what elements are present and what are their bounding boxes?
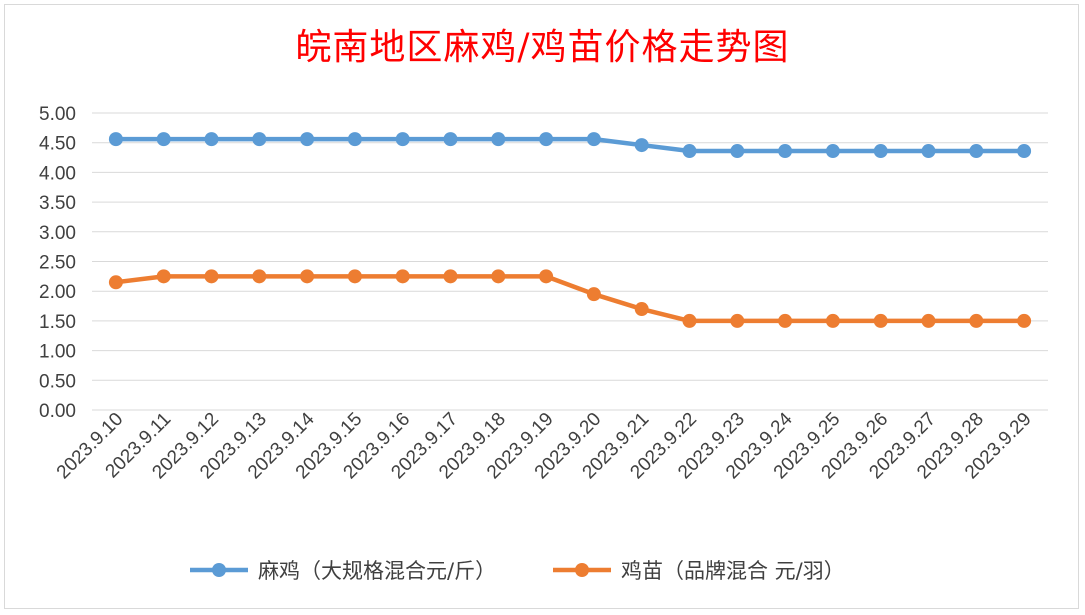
data-point-series-1 (300, 132, 315, 147)
data-point-series-1 (395, 132, 410, 147)
data-point-series-1 (156, 132, 171, 147)
y-tick-label: 5.00 (39, 104, 76, 125)
data-point-series-1 (252, 132, 267, 147)
data-point-series-1 (1017, 144, 1032, 159)
y-tick-label: 2.50 (39, 253, 76, 274)
data-point-series-2 (634, 302, 649, 317)
legend-marker-1 (212, 563, 226, 577)
data-point-series-1 (491, 132, 506, 147)
data-point-series-1 (108, 132, 123, 147)
data-point-series-2 (443, 269, 458, 284)
data-point-series-2 (682, 313, 697, 328)
chart-frame (4, 4, 1079, 609)
y-tick-label: 1.50 (39, 312, 76, 333)
data-point-series-2 (491, 269, 506, 284)
data-point-series-1 (539, 132, 554, 147)
legend-label-1: 麻鸡（大规格混合元/斤） (258, 559, 496, 583)
data-point-series-2 (156, 269, 171, 284)
data-point-series-2 (873, 313, 888, 328)
gridlines (92, 112, 1048, 411)
data-point-series-1 (921, 144, 936, 159)
data-point-series-2 (252, 269, 267, 284)
data-point-series-2 (969, 313, 984, 328)
data-point-series-2 (730, 313, 745, 328)
data-point-series-2 (586, 287, 601, 302)
data-point-series-1 (204, 132, 219, 147)
series-line-2 (115, 274, 1025, 324)
y-tick-label: 4.50 (39, 134, 76, 155)
y-tick-label: 3.50 (39, 193, 76, 214)
data-point-series-1 (873, 144, 888, 159)
data-point-series-2 (539, 269, 554, 284)
data-point-series-1 (730, 144, 745, 159)
legend-marker-2 (575, 563, 589, 577)
data-point-series-2 (1017, 313, 1032, 328)
data-point-series-1 (825, 144, 840, 159)
data-point-series-1 (347, 132, 362, 147)
y-tick-label: 2.00 (39, 282, 76, 303)
data-point-series-2 (921, 313, 936, 328)
data-point-series-2 (347, 269, 362, 284)
data-point-series-2 (300, 269, 315, 284)
y-tick-label: 1.00 (39, 342, 76, 363)
y-tick-label: 4.00 (39, 163, 76, 184)
data-point-series-1 (969, 144, 984, 159)
series-layer (108, 132, 1032, 328)
data-point-series-2 (108, 275, 123, 290)
legend: 麻鸡（大规格混合元/斤） 鸡苗（品牌混合 元/羽） (190, 559, 845, 583)
y-tick-label: 0.50 (39, 371, 76, 392)
data-point-series-1 (634, 138, 649, 153)
y-axis-ticks: 5.00 4.50 4.00 3.50 3.00 2.50 2.00 1.50 1.00 0.50… (39, 104, 76, 422)
data-point-series-1 (778, 144, 793, 159)
data-point-series-1 (586, 132, 601, 147)
y-tick-label: 3.00 (39, 223, 76, 244)
x-axis-ticks: 2023.9.102023.9.112023.9.122023.9.132023… (53, 408, 1036, 483)
data-point-series-2 (204, 269, 219, 284)
legend-label-2: 鸡苗（品牌混合 元/羽） (621, 559, 845, 583)
y-tick-label: 0.00 (39, 401, 76, 422)
data-point-series-2 (395, 269, 410, 284)
data-point-series-2 (825, 313, 840, 328)
data-point-series-2 (778, 313, 793, 328)
data-point-series-1 (682, 144, 697, 159)
series-line-1 (115, 136, 1025, 154)
data-point-series-1 (443, 132, 458, 147)
chart-title: 皖南地区麻鸡/鸡苗价格走势图 (295, 27, 790, 68)
